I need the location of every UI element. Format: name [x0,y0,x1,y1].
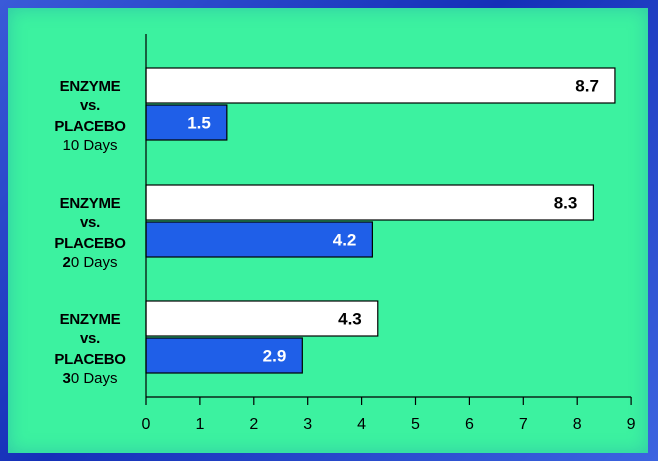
x-tick-label-3: 3 [303,416,312,433]
bars-group: 8.7 8.3 4.3 1.5 4.2 2.9 [145,67,616,374]
placebo-value-label-3: 2.9 [263,347,287,366]
category-1-line-3: PLACEBO [54,118,126,135]
category-1-line-2: vs. [80,97,100,114]
category-3-line-1: ENZYME [60,311,121,328]
x-tick-label-6: 6 [465,416,474,433]
placebo-value-label-1: 1.5 [187,114,211,133]
enzyme-value-label-1: 8.7 [575,77,599,96]
x-tick-label-2: 2 [249,416,258,433]
x-tick-label-0: 0 [142,416,151,433]
category-labels: ENZYME vs. PLACEBO 10 Days ENZYME vs. PLACEBO 2… [54,78,126,387]
category-3-days: 30 Days [62,370,117,387]
category-2-line-1: ENZYME [60,195,121,212]
x-tick-label-8: 8 [573,416,582,433]
category-1-line-1: ENZYME [60,78,121,95]
category-3-line-3: PLACEBO [54,351,126,368]
category-3-line-2: vs. [80,330,100,347]
x-axis: 0 1 2 3 4 5 6 7 8 9 [142,34,636,433]
placebo-value-label-2: 4.2 [333,231,357,250]
enzyme-value-label-3: 4.3 [338,310,362,329]
placebo-bar-3 [145,337,303,374]
category-2-line-2: vs. [80,214,100,231]
category-1-days: 10 Days [62,137,117,154]
x-tick-label-7: 7 [519,416,528,433]
x-tick-label-4: 4 [357,416,366,433]
placebo-bar-2 [145,221,373,258]
enzyme-bar-2 [145,184,594,221]
x-tick-label-1: 1 [195,416,204,433]
x-tick-label-5: 5 [411,416,420,433]
category-2-line-3: PLACEBO [54,235,126,252]
enzyme-bar-1 [145,67,616,104]
x-tick-label-9: 9 [627,416,636,433]
enzyme-bar-3 [145,300,379,337]
category-2-days: 20 Days [62,254,117,271]
enzyme-value-label-2: 8.3 [554,194,578,213]
